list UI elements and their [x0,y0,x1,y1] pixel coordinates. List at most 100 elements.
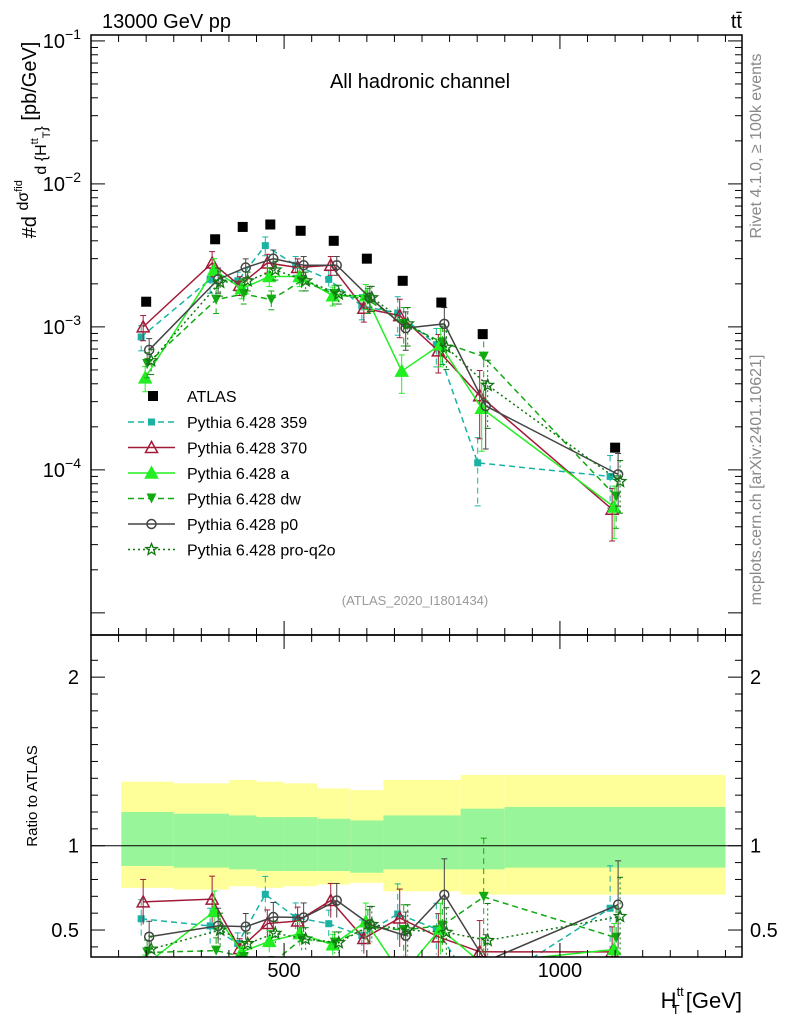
legend-label: Pythia 6.428 a [187,466,289,483]
series-marker [325,275,333,283]
series-marker [206,262,222,276]
y-tick-label: 10−1 [43,26,81,53]
y-label-unit: [pb/GeV] [19,42,41,121]
y-tick-label: 10−3 [43,312,81,339]
y-label-den-close: } [33,125,50,131]
series-marker [606,472,614,480]
y-label-prefix: #d [19,216,41,238]
ratio-marker [206,922,214,930]
legend-marker [144,465,159,479]
series-marker [612,473,628,488]
ratio-inner-band [504,806,726,868]
ratio-marker [267,925,283,940]
ratio-series-5 [143,876,628,957]
ratio-marker [394,910,402,918]
y-label-num-sup: fid [13,180,25,192]
svg-text:#d dσfid d {HttT}: #d dσfid d {HttT} [pb/GeV] [5,42,53,239]
ratio-marker [480,932,496,947]
ratio-marker [261,890,269,898]
ratio-marker [139,959,151,970]
x-label-sub: T [672,1002,680,1017]
x-axis-label: Htt T [GeV] [661,984,742,1017]
series-line [150,269,621,483]
ratio-marker [480,955,483,957]
ratio-marker [364,916,380,931]
ratio-y-tick-label: 1 [68,836,79,858]
legend-marker [146,493,157,504]
ratio-marker [211,945,222,956]
x-label-sup: tt [677,984,685,999]
y-label-num: dσ [15,192,32,211]
ratio-marker [331,934,347,949]
legend: ATLAS Pythia 6.428 359 Pythia 6.428 370 Pyt… [128,389,336,560]
series-marker [331,286,347,301]
plot-title: All hadronic channel [330,71,510,93]
ratio-marker [474,990,481,997]
ratio-marker [356,930,372,945]
series-marker [240,272,256,288]
series-marker [298,273,314,288]
ratio-marker [400,922,416,937]
ratio-marker [204,891,220,905]
series-marker [400,316,416,331]
ratio-marker [431,929,446,943]
ratio-inner-band [317,818,351,872]
ratio-marker [396,969,408,980]
x-tick-label: 500 [267,960,300,982]
ratio-marker [143,931,155,943]
ratio-y-tick-label-right: 1 [750,836,761,858]
legend-marker-atlas [148,391,158,401]
series-5 [143,260,628,514]
atlas-data-point [265,219,276,230]
ratio-inner-band [173,813,229,868]
ratio-marker [260,915,275,930]
atlas-data-point [141,296,152,307]
legend-label: Pythia 6.428 dw [187,492,301,509]
series-marker [137,333,145,341]
atlas-data-point [361,253,372,264]
ratio-marker [137,915,145,923]
series-marker [143,352,159,368]
y-label-den-sub: T [41,131,53,138]
ratio-y-tick-label: 2 [68,667,79,689]
legend-marker [144,541,159,556]
legend-marker [148,418,155,426]
ratio-inner-band [383,815,423,870]
legend-label-atlas: ATLAS [187,389,237,406]
series-marker [143,344,155,356]
ratio-plot-frame [90,634,743,958]
series-marker [478,351,489,362]
atlas-data-point [237,221,248,232]
ratio-inner-band [228,815,257,870]
series-marker [364,289,380,305]
series-marker [474,459,482,467]
legend-label: Pythia 6.428 359 [187,415,307,432]
energy-label: 13000 GeV pp [102,11,231,33]
x-label-main: H [661,988,677,1013]
ratio-inner-band [121,812,174,866]
ratio-marker [240,921,251,932]
series-marker [135,319,151,333]
ratio-marker [135,894,151,908]
legend-marker [144,439,159,454]
series-marker [290,259,305,274]
series-marker [206,275,214,283]
series-marker [267,262,283,277]
legend-marker [146,518,157,530]
atlas-data-point [436,297,447,308]
y-tick-label: 10−2 [43,169,81,196]
ratio-inner-band [460,808,505,870]
atlas-data-point [477,329,488,340]
ratio-uncertainty-bands [91,774,742,895]
series-marker [212,274,228,289]
ratio-marker [478,891,489,902]
series-marker [439,318,450,330]
y-label-den-sup: tt [29,138,41,144]
ratio-marker [612,908,628,923]
series-marker [298,259,309,271]
series-marker [356,300,372,314]
series-marker [472,388,487,402]
legend-label: Pythia 6.428 pro-q2o [187,543,336,560]
ratio-inner-band [284,817,318,872]
ratio-marker [143,941,159,956]
